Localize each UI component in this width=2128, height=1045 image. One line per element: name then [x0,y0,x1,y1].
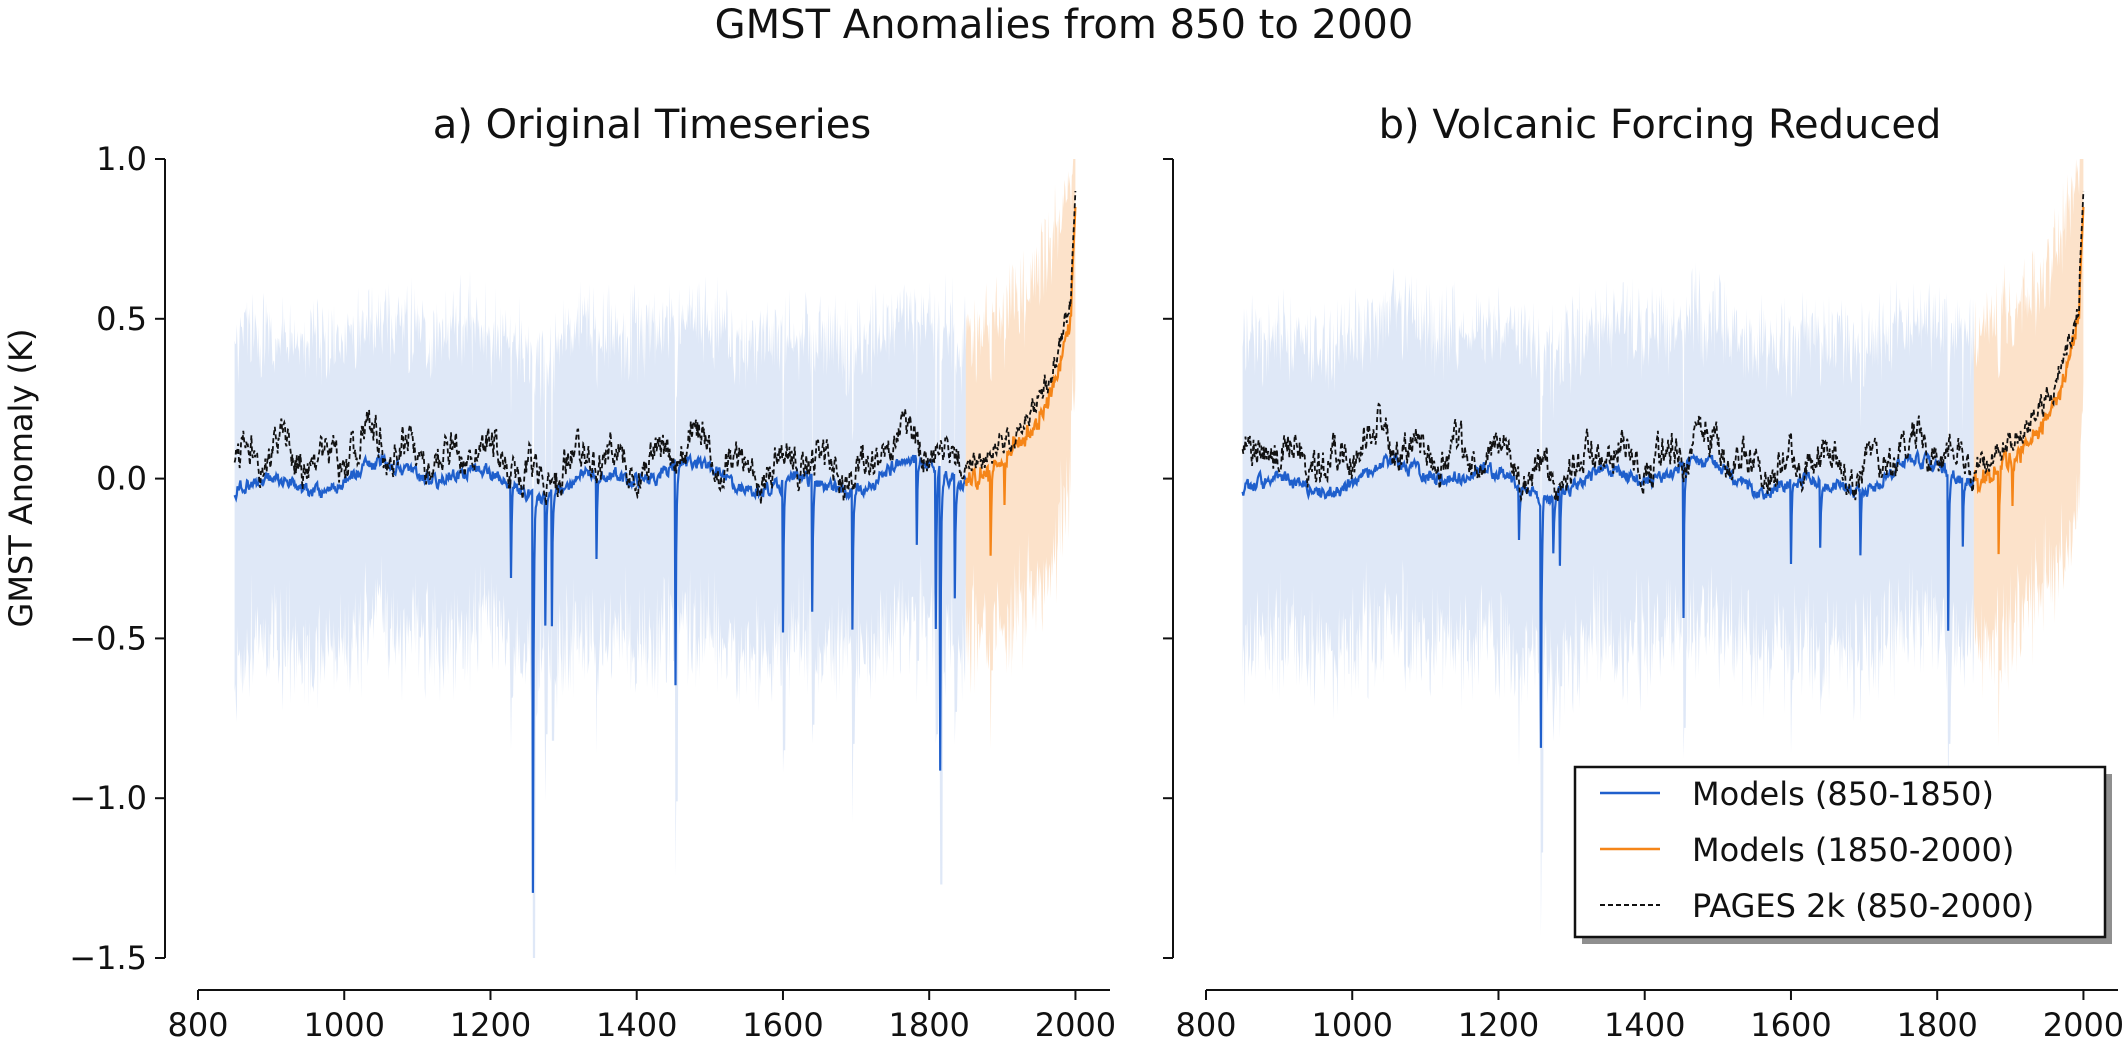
figure-suptitle: GMST Anomalies from 850 to 2000 [715,2,1414,48]
panel-a-title: a) Original Timeseries [433,102,871,148]
y-tick-label: 0.0 [96,460,147,498]
series-line-models-1850-2000 [964,206,1077,556]
legend-label-models-1850-2000: Models (1850-2000) [1692,831,2014,869]
panel-b-title: b) Volcanic Forcing Reduced [1379,102,1942,148]
y-tick-label: 0.5 [96,300,147,338]
x-tick-label: 2000 [2043,1006,2124,1044]
envelope-models-1850-2000 [1973,159,2084,747]
series-line-pages2k [233,190,1077,506]
envelope-models-850-1850 [1242,262,1974,937]
series-line-pages2k [1241,190,2085,504]
x-tick-label: 1400 [596,1006,677,1044]
y-tick-label: −1.5 [69,939,147,977]
x-tick-label: 1800 [888,1006,969,1044]
panel-a: a) Original Timeseries 1.0 0.5 0.0 −0.5 −1.0… [69,102,1116,1044]
y-tick-label: −0.5 [69,619,147,657]
panel-b-lines-group [1241,190,2085,748]
legend-label-models-850-1850: Models (850-1850) [1692,775,1994,813]
x-tick-label: 1800 [1896,1006,1977,1044]
legend-frame [1573,765,2107,939]
envelope-models-850-1850 [234,270,966,958]
x-tick-label: 800 [1175,1006,1236,1044]
panel-b-axes: 800 1000 1200 1400 1600 1800 2000 [1163,158,2124,1044]
x-tick-label: 1000 [304,1006,385,1044]
y-tick-label: −1.0 [69,779,147,817]
series-line-models-1850-2000 [1973,206,2085,555]
panel-a-envelope-group [234,159,1076,958]
panel-b: b) Volcanic Forcing Reduced 800 1000 1200 1… [1163,102,2124,1044]
panel-b-envelope-group [1242,159,2084,937]
panel-a-lines-group [233,190,1077,893]
x-tick-label: 800 [167,1006,228,1044]
x-tick-label: 1600 [1750,1006,1831,1044]
legend: Models (850-1850) Models (1850-2000) PAG… [1573,765,2112,944]
x-tick-label: 2000 [1035,1006,1116,1044]
y-tick-label: 1.0 [96,140,147,178]
x-tick-label: 1000 [1312,1006,1393,1044]
x-tick-label: 1200 [1458,1006,1539,1044]
x-tick-label: 1200 [450,1006,531,1044]
x-tick-label: 1400 [1604,1006,1685,1044]
x-tick-label: 1600 [742,1006,823,1044]
panel-a-axes: 1.0 0.5 0.0 −0.5 −1.0 −1.5 800 1000 1200 1400 1600… [69,140,1116,1044]
series-line-models-850-1850 [1241,448,1975,748]
y-axis-label: GMST Anomaly (K) [2,329,40,628]
legend-label-pages2k: PAGES 2k (850-2000) [1692,887,2034,925]
envelope-models-1850-2000 [965,159,1076,750]
